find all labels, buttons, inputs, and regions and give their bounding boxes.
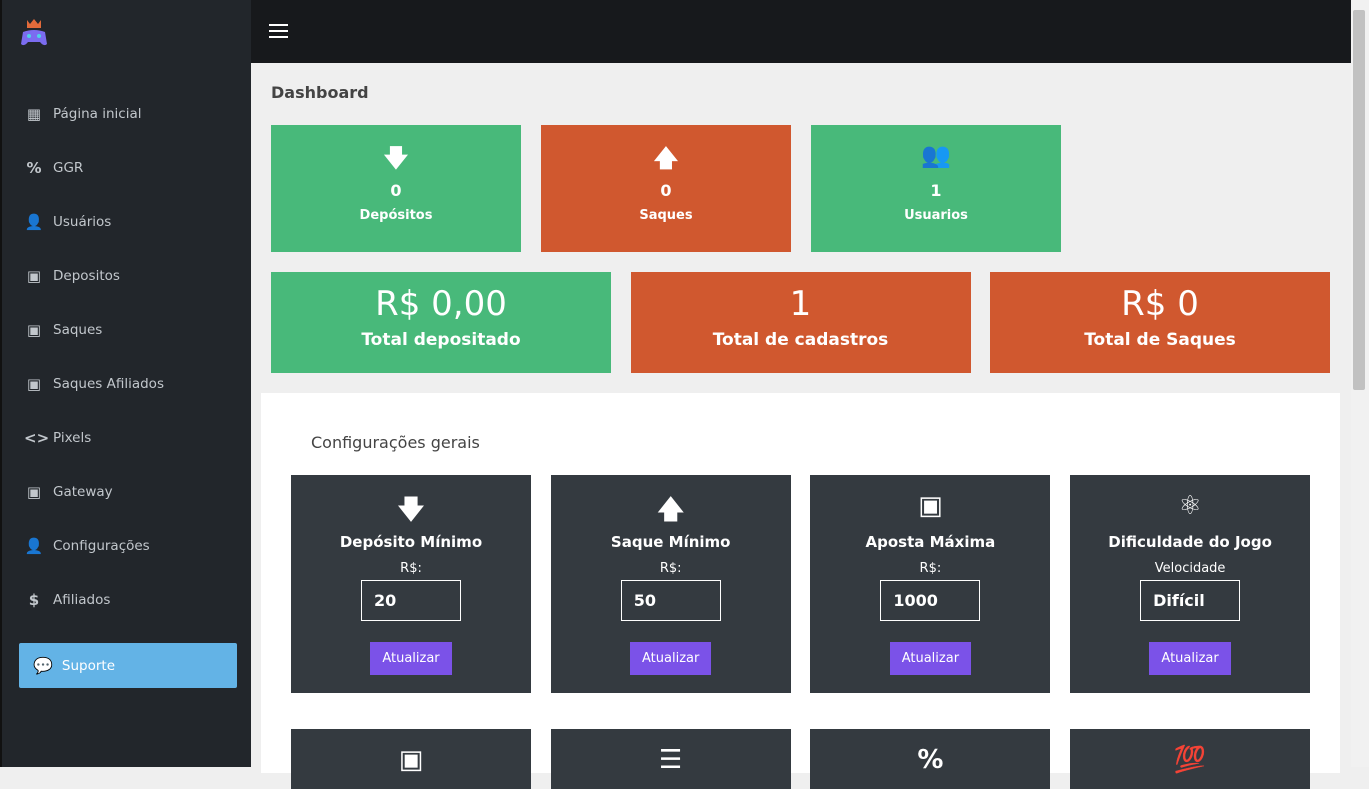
total-label: Total depositado — [361, 330, 521, 350]
config-card-sub: R$: — [400, 561, 422, 576]
config-value-input[interactable]: 1000 — [880, 580, 981, 621]
config-card-title: Aposta Máxima — [865, 533, 996, 551]
sidebar-item-0[interactable]: ▦ Página inicial — [24, 99, 142, 129]
sidebar-item-label: Saques Afiliados — [53, 376, 164, 392]
total-label: Total de Saques — [1084, 330, 1236, 350]
sidebar-item-4[interactable]: ▣ Saques — [24, 315, 102, 345]
arrow-up-icon: 🡅 — [657, 495, 685, 525]
config-card-sub: R$: — [919, 561, 942, 576]
sidebar-item-label: Pixels — [53, 430, 92, 446]
total-value: R$ 0,00 — [375, 284, 507, 324]
topbar — [251, 0, 1351, 63]
total-value: R$ 0 — [1121, 284, 1199, 324]
config-card-title: Saque Mínimo — [610, 533, 731, 551]
config-card: 💯 — [1070, 729, 1311, 789]
arrow-down-icon: 🡇 — [397, 495, 425, 525]
sidebar-item-7[interactable]: ▣ Gateway — [24, 477, 113, 507]
stat-card: 👥 1 Usuarios — [811, 125, 1061, 252]
stat-label: Depósitos — [359, 208, 433, 223]
menu-toggle-icon[interactable] — [269, 24, 288, 38]
percent-icon: % — [26, 159, 42, 177]
config-title: Configurações gerais — [311, 433, 480, 452]
money-icon: ▣ — [398, 745, 424, 775]
stat-card: 🡅 0 Saques — [541, 125, 791, 252]
scrollbar-thumb[interactable] — [1353, 10, 1365, 390]
page-title: Dashboard — [271, 83, 369, 102]
money-icon: ▣ — [26, 483, 42, 501]
total-card: R$ 0 Total de Saques — [990, 272, 1330, 373]
update-button[interactable]: Atualizar — [1149, 642, 1231, 675]
money-icon: ▣ — [26, 375, 42, 393]
update-button[interactable]: Atualizar — [889, 642, 972, 675]
money-icon: ▣ — [26, 267, 42, 285]
config-card-sub: R$: — [659, 561, 682, 576]
sidebar-item-label: Página inicial — [53, 106, 142, 122]
total-card: 1 Total de cadastros — [630, 272, 971, 373]
stat-card: 🡇 0 Depósitos — [271, 125, 521, 252]
sidebar-item-suporte[interactable]: 💬 Suporte — [19, 643, 237, 688]
users-icon: 👥 — [921, 141, 951, 169]
config-card: ▣ Aposta Máxima R$: 1000 Atualizar — [810, 475, 1051, 693]
code-icon: <> — [24, 429, 50, 447]
stat-value: 1 — [930, 181, 942, 200]
user-icon: 👤 — [24, 537, 44, 555]
stat-label: Saques — [639, 208, 693, 223]
stat-label: Usuarios — [904, 208, 968, 223]
sidebar-item-label: Gateway — [53, 484, 113, 500]
config-card: 🡅 Saque Mínimo R$: 50 Atualizar — [550, 475, 791, 693]
config-card: % — [810, 729, 1051, 789]
logo-gamepad-crown-icon[interactable] — [20, 18, 48, 48]
sidebar-item-3[interactable]: ▣ Depositos — [24, 261, 120, 291]
total-label: Total de cadastros — [712, 330, 889, 350]
network-icon: ⚛ — [1178, 491, 1202, 521]
sidebar-item-label: Usuários — [53, 214, 112, 230]
config-card: ☰ — [550, 729, 791, 789]
percent-icon: % — [917, 745, 944, 775]
sidebar-item-label: Saques — [53, 322, 103, 338]
sidebar-item-label: Depositos — [53, 268, 120, 284]
money-icon: ▣ — [26, 321, 42, 339]
config-value-input[interactable]: 50 — [620, 580, 721, 621]
money-icon: ▣ — [918, 491, 943, 521]
sidebar-item-2[interactable]: 👤 Usuários — [24, 207, 112, 237]
sidebar-item-9[interactable]: $ Afiliados — [24, 585, 111, 615]
user-icon: 👤 — [24, 213, 44, 231]
filter-icon: ☰ — [659, 745, 683, 775]
config-card-title: Depósito Mínimo — [339, 533, 483, 551]
stat-value: 0 — [390, 181, 402, 200]
stat-value: 0 — [660, 181, 672, 200]
config-card-sub: Velocidade — [1154, 561, 1226, 576]
sidebar-item-5[interactable]: ▣ Saques Afiliados — [24, 369, 164, 399]
update-button[interactable]: Atualizar — [370, 642, 452, 675]
arrow-down-icon: 🡇 — [383, 144, 409, 172]
arrow-up-icon: 🡅 — [653, 144, 679, 172]
sidebar-item-label: GGR — [53, 160, 84, 176]
banknote-icon: 💯 — [1173, 745, 1207, 775]
update-button[interactable]: Atualizar — [630, 642, 712, 675]
total-value: 1 — [789, 284, 812, 324]
sidebar-item-label: Afiliados — [53, 592, 111, 608]
sidebar-item-6[interactable]: <> Pixels — [24, 423, 91, 453]
chat-icon: 💬 — [33, 656, 53, 675]
dashboard-icon: ▦ — [26, 105, 42, 123]
total-card: R$ 0,00 Total depositado — [271, 272, 611, 373]
sidebar-item-8[interactable]: 👤 Configurações — [24, 531, 150, 561]
dollar-icon: $ — [28, 591, 40, 609]
sidebar-item-label: Suporte — [61, 657, 116, 674]
sidebar: ▦ Página inicial% GGR 👤 Usuários ▣ Depositos ▣ S… — [0, 0, 251, 767]
sidebar-item-1[interactable]: % GGR — [24, 153, 83, 183]
config-card: ⚛ Dificuldade do Jogo Velocidade Difícil Atu… — [1070, 475, 1311, 693]
config-card: ▣ — [291, 729, 531, 789]
sidebar-item-label: Configurações — [53, 538, 150, 554]
config-value-input[interactable]: Difícil — [1140, 580, 1241, 621]
config-card: 🡇 Depósito Mínimo R$: 20 Atualizar — [291, 475, 531, 693]
config-value-input[interactable]: 20 — [361, 580, 461, 621]
config-card-title: Dificuldade do Jogo — [1108, 533, 1272, 551]
